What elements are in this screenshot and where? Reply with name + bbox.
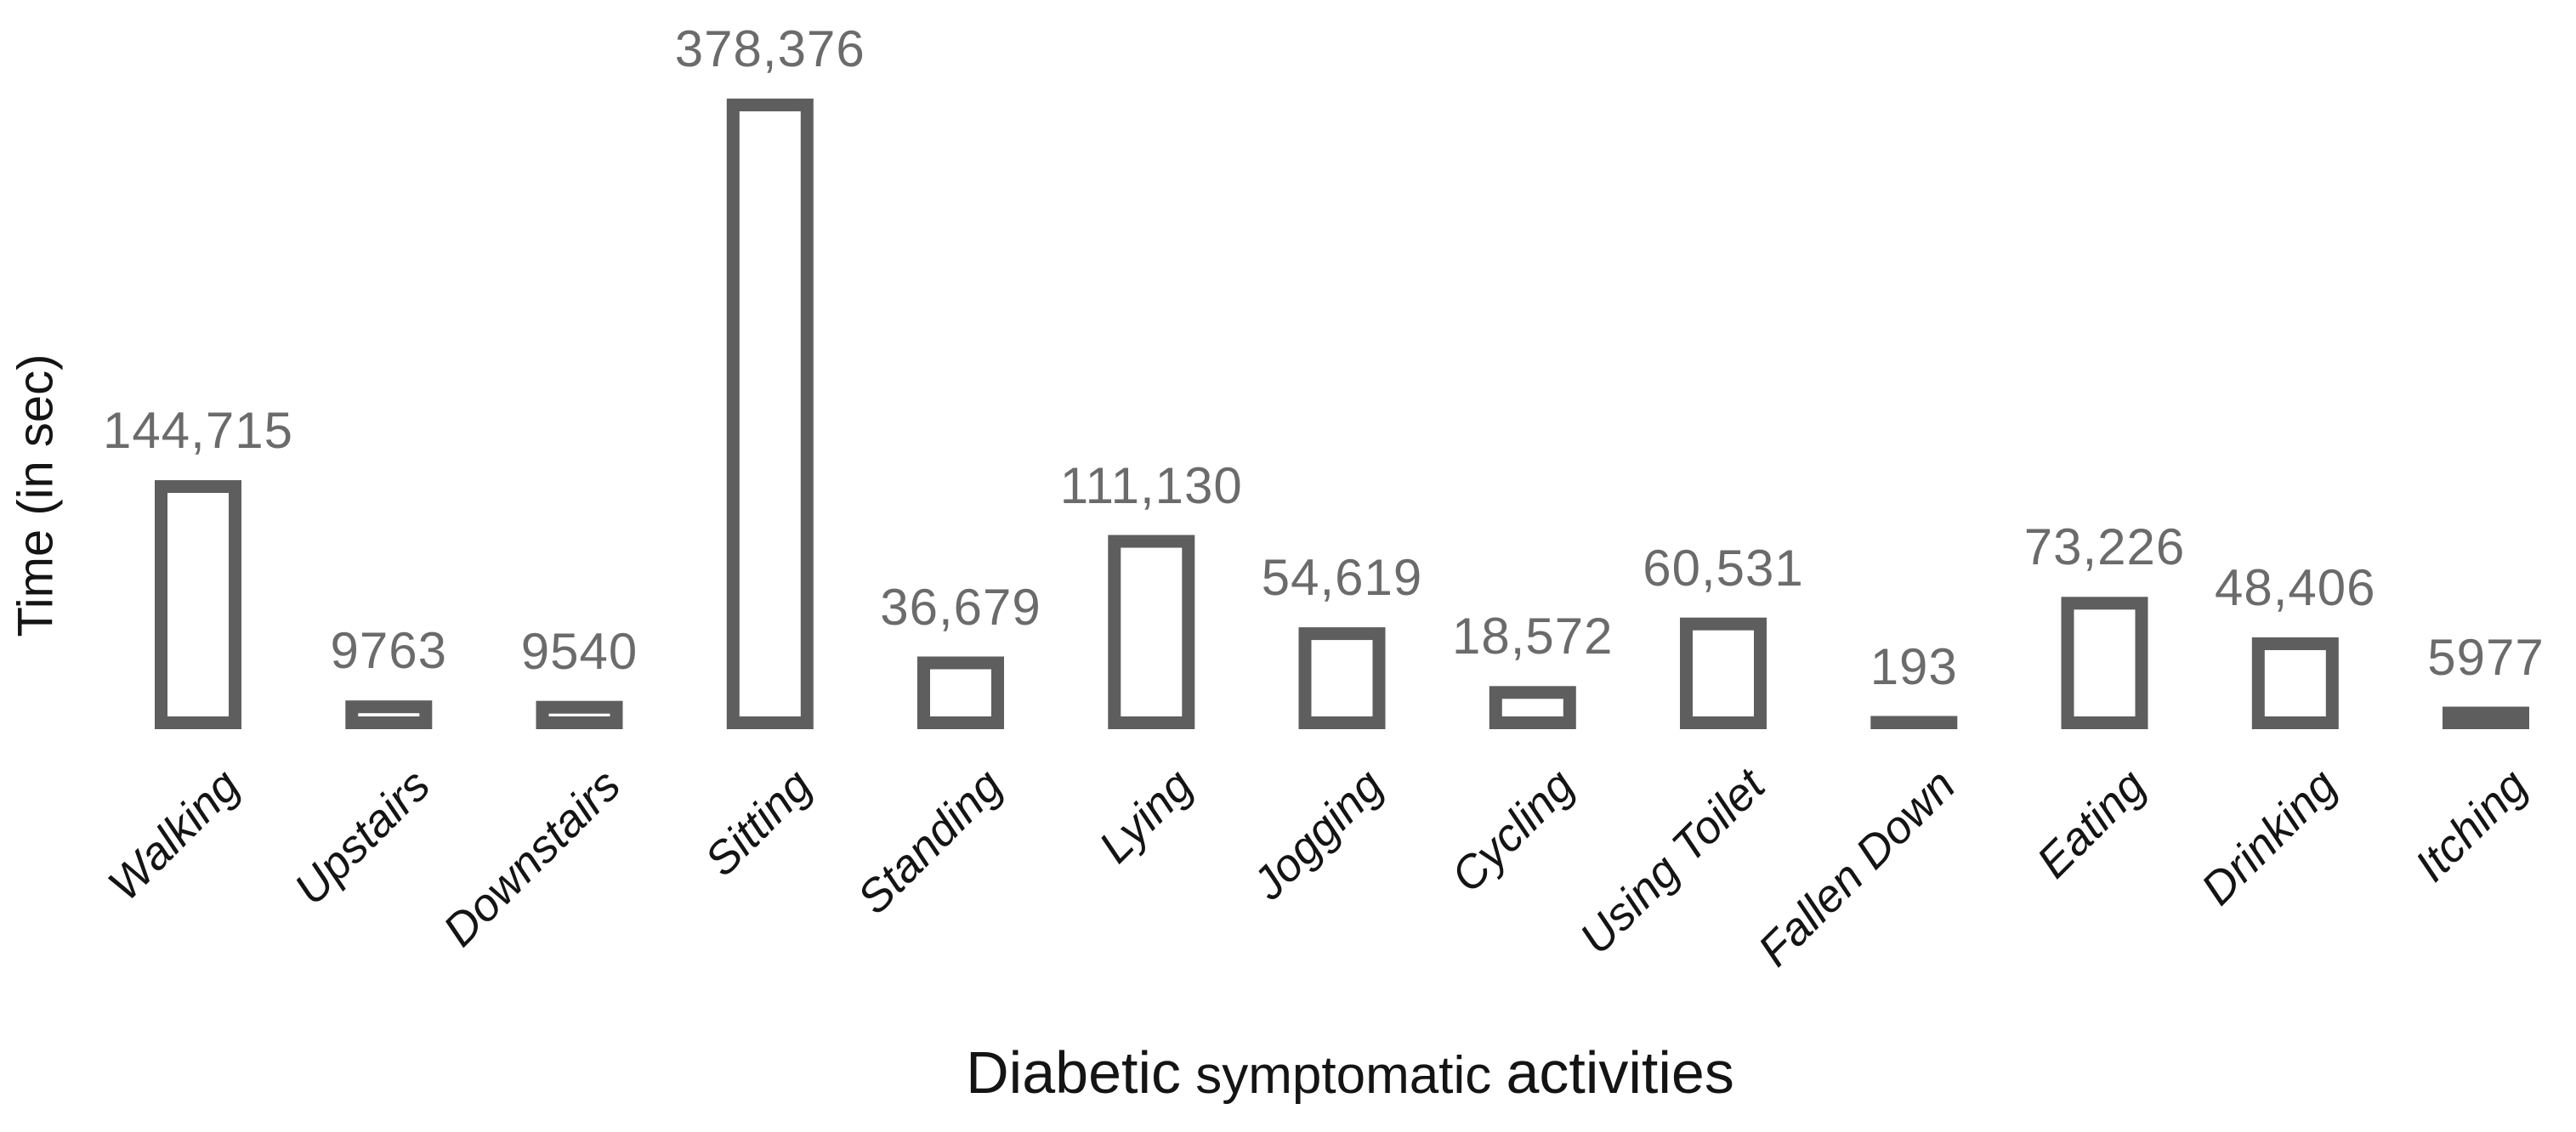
value-label: 9763 [330, 622, 447, 680]
value-label: 193 [1870, 637, 1958, 695]
y-axis-title: Time (in sec) [8, 354, 64, 637]
bar-using-toilet [1680, 617, 1767, 730]
bar-cycling [1489, 686, 1576, 729]
x-axis-title-part2: symptomatic [1181, 1046, 1506, 1105]
value-label: 54,619 [1261, 549, 1423, 607]
value-label: 144,715 [103, 401, 293, 459]
x-axis-title-part3: activities [1506, 1039, 1734, 1106]
bar-itching [2443, 706, 2529, 729]
value-label: 18,572 [1451, 608, 1614, 665]
value-label: 48,406 [2214, 559, 2376, 616]
x-axis-title-part1: Diabetic [966, 1039, 1182, 1106]
bar-standing [917, 656, 1004, 729]
bar-drinking [2251, 637, 2339, 729]
value-label: 9540 [520, 622, 638, 680]
value-label: 111,130 [1059, 456, 1243, 514]
bar-walking [155, 480, 241, 729]
bar-eating [2061, 597, 2148, 729]
value-label: 36,679 [880, 578, 1041, 636]
value-label: 5977 [2427, 628, 2545, 686]
bar-lying [1108, 535, 1195, 729]
value-label: 378,376 [674, 20, 865, 78]
x-axis-title: Diabetic symptomatic activities [966, 1039, 1734, 1107]
value-label: 60,531 [1643, 539, 1804, 597]
value-label: 73,226 [2023, 518, 2186, 576]
bar-jogging [1298, 627, 1386, 729]
bar-sitting [726, 99, 814, 729]
bar-upstairs [345, 700, 433, 730]
bar-downstairs [536, 700, 623, 730]
bar-fallen-down [1870, 716, 1958, 729]
